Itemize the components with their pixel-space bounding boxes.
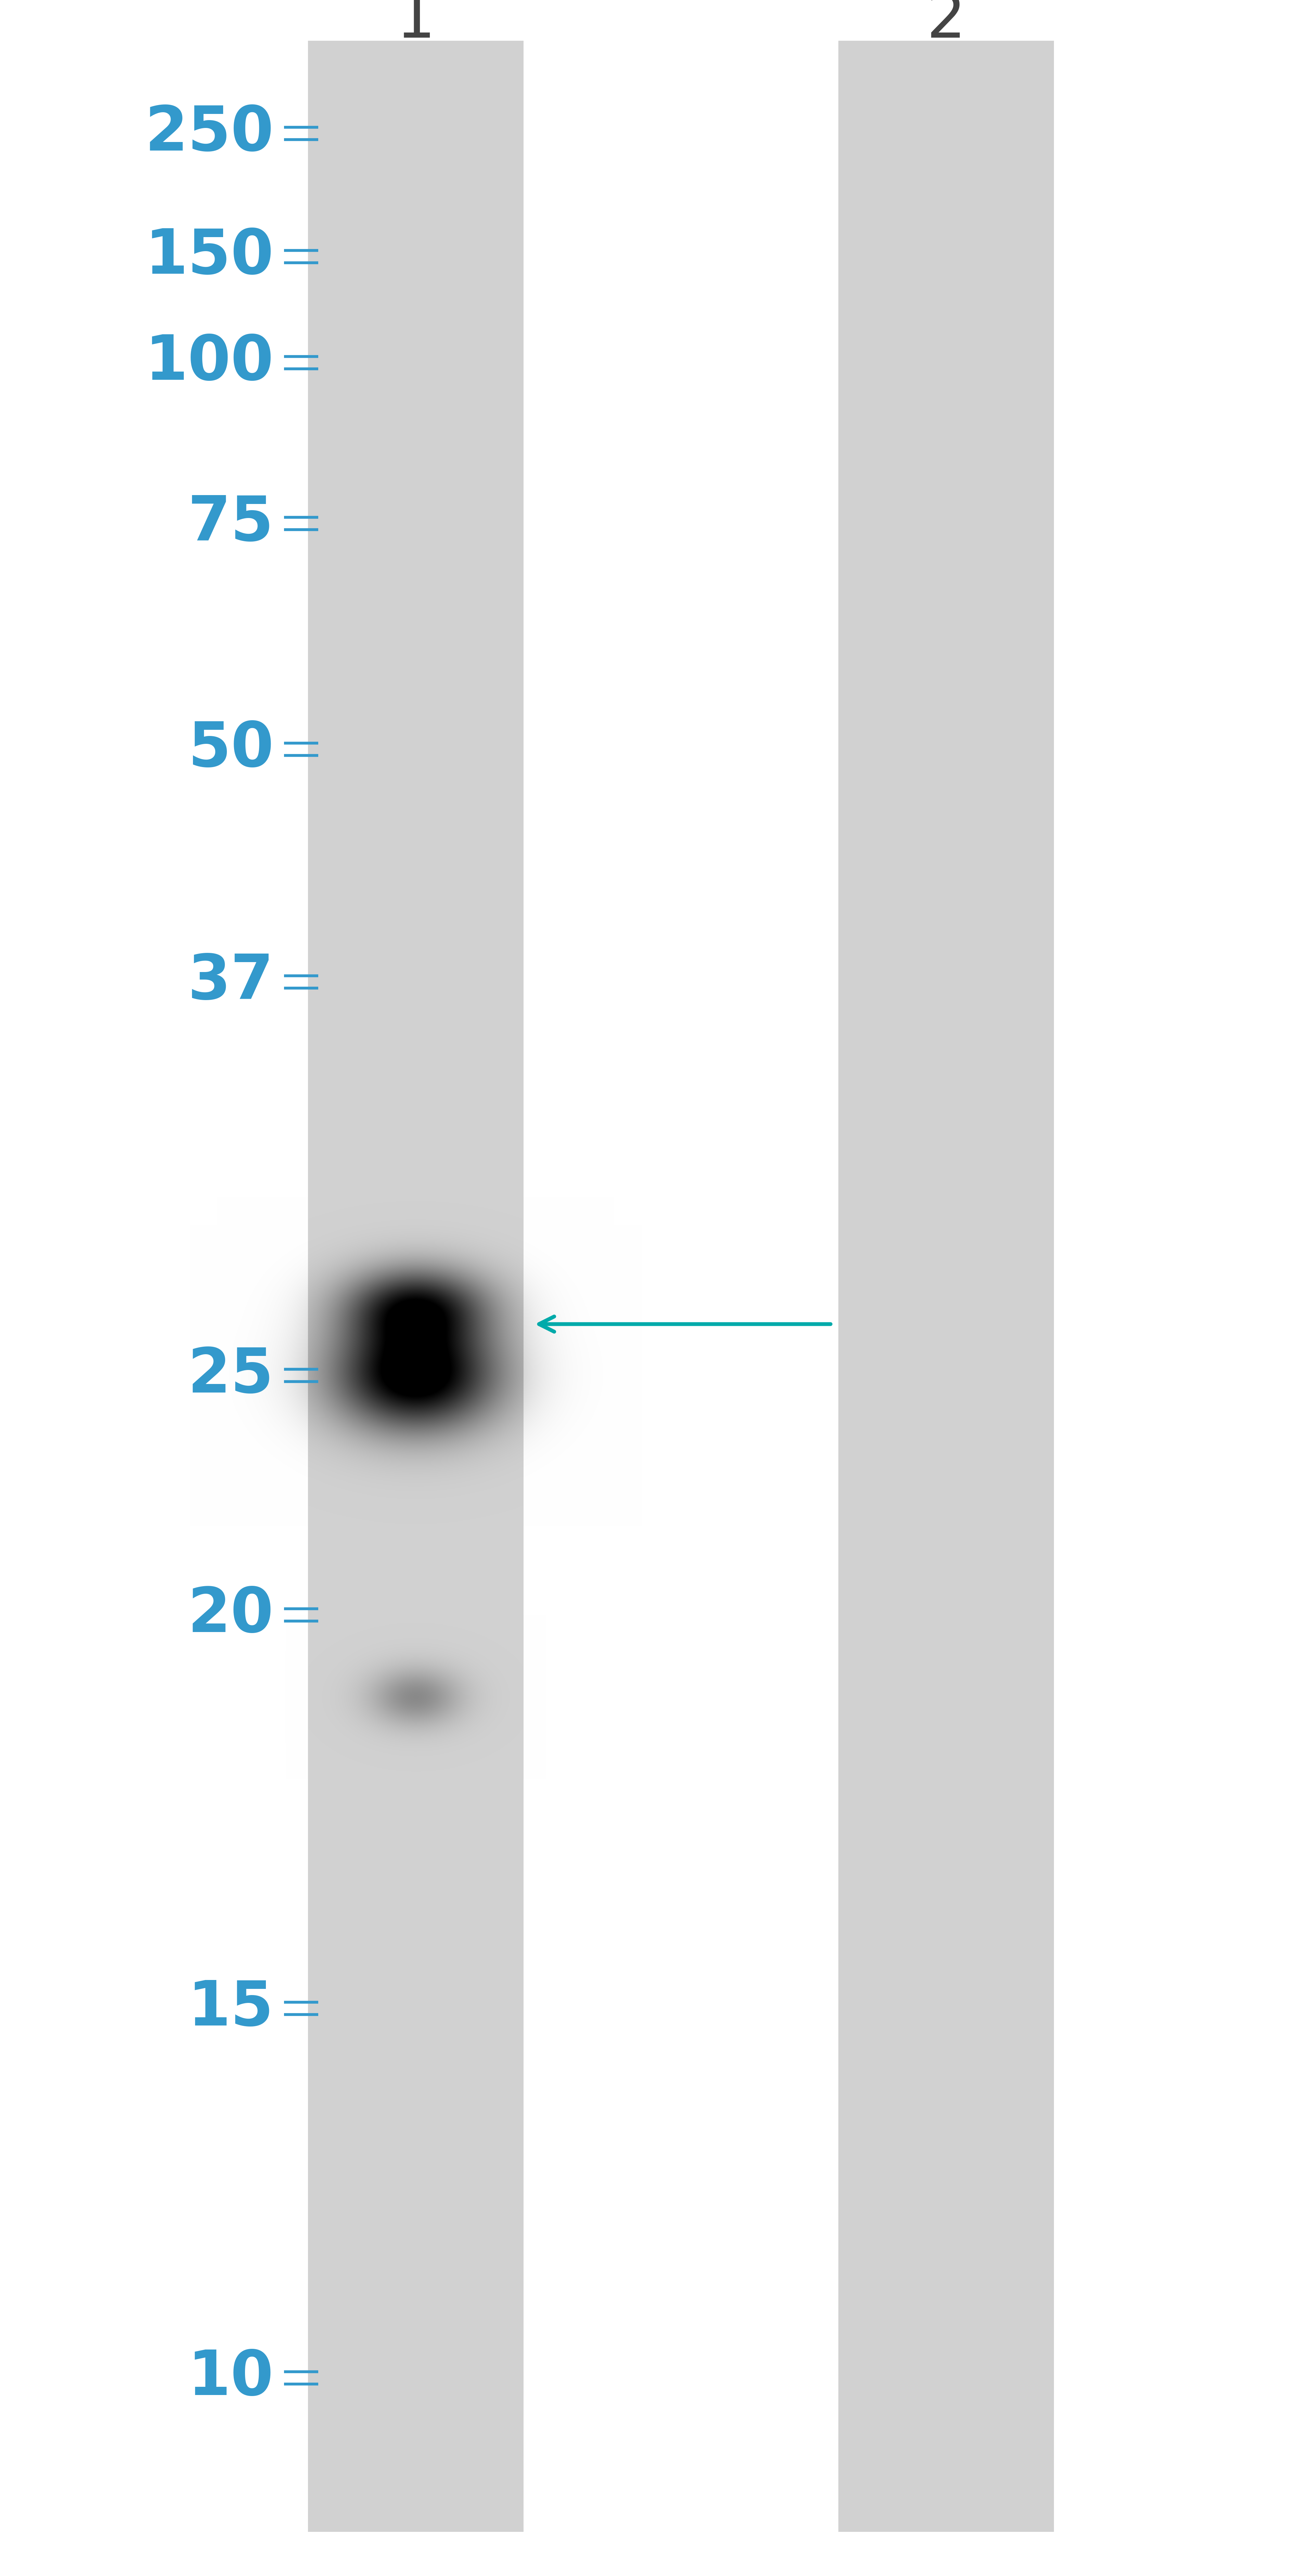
Text: 37: 37	[188, 953, 273, 1012]
Text: 75: 75	[188, 495, 273, 554]
Text: 2: 2	[926, 0, 966, 52]
Text: 20: 20	[188, 1584, 273, 1646]
Text: 10: 10	[188, 2347, 273, 2409]
Text: 50: 50	[188, 719, 273, 781]
Text: 15: 15	[188, 1978, 273, 2038]
Text: 250: 250	[145, 103, 273, 162]
Text: 25: 25	[188, 1345, 273, 1406]
Text: 1: 1	[396, 0, 435, 52]
Text: 150: 150	[145, 227, 273, 286]
Text: 100: 100	[145, 332, 273, 392]
